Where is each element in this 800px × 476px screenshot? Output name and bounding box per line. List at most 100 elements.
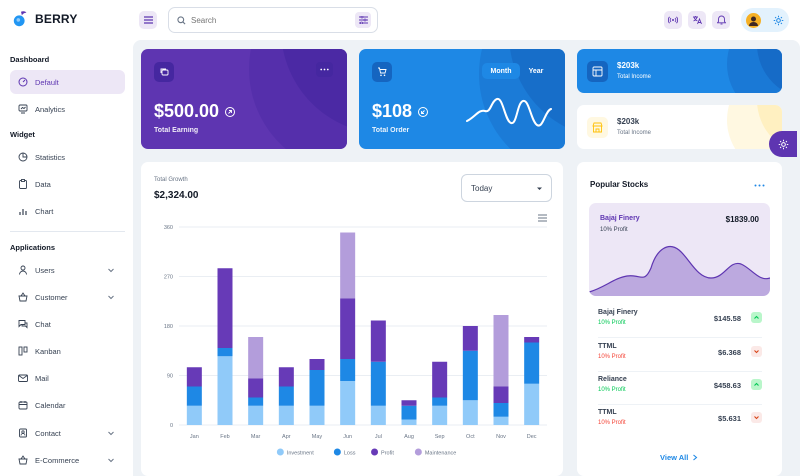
customize-settings-button[interactable]: [769, 131, 797, 157]
contact-icon: [18, 428, 28, 438]
x-tick-label: Mar: [251, 434, 261, 440]
income-light-value: $203k: [617, 117, 640, 126]
search-box[interactable]: [168, 7, 378, 33]
search-input[interactable]: [191, 15, 341, 25]
stock-name: TTML: [598, 343, 617, 350]
analytics-icon: [18, 104, 28, 114]
toggle-month[interactable]: Month: [482, 63, 520, 79]
sidebar-item-data[interactable]: Data: [10, 172, 125, 196]
arrow-down-left-icon: [418, 106, 429, 117]
sidebar-item-chat[interactable]: Chat: [10, 312, 125, 336]
user-avatar-icon: [749, 16, 758, 26]
earning-icon-box: [154, 62, 174, 82]
chart-menu-icon[interactable]: [538, 214, 547, 222]
search-filter-button[interactable]: [355, 12, 371, 28]
sidebar-item-calendar[interactable]: Calendar: [10, 393, 125, 417]
brand-logo[interactable]: BERRY: [12, 10, 78, 28]
earning-value: $500.00: [154, 101, 220, 121]
featured-stock[interactable]: Bajaj Finery 10% Profit $1839.00: [589, 203, 770, 296]
top-bar: BERRY: [0, 0, 800, 40]
mail-icon: [18, 373, 28, 383]
more-horizontal-icon: [754, 184, 765, 187]
notifications-button[interactable]: [712, 11, 730, 29]
bar-segment: [524, 383, 540, 425]
trend-down-badge: [751, 346, 762, 357]
live-button[interactable]: [664, 11, 682, 29]
sidebar-item-mail[interactable]: Mail: [10, 366, 125, 390]
sidebar-item-chart[interactable]: Chart: [10, 199, 125, 223]
bar-segment: [278, 405, 294, 425]
order-icon-box: [372, 62, 392, 82]
y-tick-label: 180: [164, 324, 173, 330]
x-tick-label: Aug: [404, 434, 414, 440]
bell-icon: [716, 15, 726, 25]
stock-row[interactable]: Bajaj Finery 10% Profit $145.58: [598, 309, 762, 333]
bar-segment: [401, 405, 417, 420]
basket-icon: [18, 292, 28, 302]
featured-stock-profit: 10% Profit: [600, 227, 628, 233]
bar-segment: [370, 405, 386, 425]
sidebar-item-statistics[interactable]: Statistics: [10, 145, 125, 169]
sidebar-item-default[interactable]: Default: [10, 70, 125, 94]
income-dark-value: $203k: [617, 61, 640, 70]
earning-label: Total Earning: [154, 127, 199, 134]
stock-row[interactable]: Reliance 10% Profit $458.63: [598, 376, 762, 400]
sidebar-item-analytics[interactable]: Analytics: [10, 97, 125, 121]
total-earning-card: $500.00 Total Earning: [141, 49, 347, 149]
bar-segment: [401, 419, 417, 425]
stock-name: TTML: [598, 409, 617, 416]
dashboard-icon: [18, 77, 28, 87]
stock-profit: 10% Profit: [598, 420, 626, 426]
stocks-more-button[interactable]: [754, 179, 765, 190]
bar-segment: [217, 356, 233, 425]
sidebar-item-label: Kanban: [35, 346, 61, 356]
sidebar-item-customer[interactable]: Customer: [10, 285, 125, 309]
bar-segment: [493, 315, 509, 387]
x-tick-label: Nov: [496, 434, 506, 440]
trend-up-badge: [751, 379, 762, 390]
gear-icon: [773, 15, 784, 25]
bar-segment: [432, 361, 448, 398]
menu-icon: [143, 16, 153, 24]
bar-segment: [340, 359, 356, 381]
total-order-card: Month Year $108 Total Order: [359, 49, 565, 149]
filter-icon: [358, 16, 368, 24]
sidebar-item-users[interactable]: Users: [10, 258, 125, 282]
view-all-label: View All: [660, 453, 689, 462]
stock-profit: 10% Profit: [598, 354, 626, 360]
stock-row[interactable]: TTML 10% Profit $5.631: [598, 409, 762, 433]
bar-segment: [340, 232, 356, 299]
bar-segment: [186, 367, 202, 387]
chevron-right-icon: [693, 454, 698, 461]
view-all-link[interactable]: View All: [660, 453, 698, 462]
bar-segment: [493, 386, 509, 403]
profile-menu[interactable]: [741, 8, 789, 32]
more-horizontal-icon: [320, 68, 329, 71]
sidebar-item-label: Chart: [35, 206, 54, 216]
x-tick-label: Apr: [282, 434, 291, 440]
sidebar-item-kanban[interactable]: Kanban: [10, 339, 125, 363]
statistics-icon: [18, 152, 28, 162]
y-tick-label: 270: [164, 275, 173, 281]
bar-segment: [462, 400, 478, 425]
chevron-down-icon: [108, 431, 114, 436]
growth-chart: 0 90 180 270 360 Jan Feb Mar Apr May Jun Jul Aug Sep O…: [164, 225, 547, 457]
period-select[interactable]: Today: [461, 174, 552, 202]
bar-segment: [278, 367, 294, 387]
earning-more-button[interactable]: [316, 62, 333, 77]
income-light-label: Total Income: [617, 130, 652, 136]
toggle-year[interactable]: Year: [528, 67, 544, 75]
language-button[interactable]: [688, 11, 706, 29]
search-icon: [177, 15, 186, 24]
income-icon-box: [587, 61, 608, 82]
sidebar-item-ecommerce[interactable]: E-Commerce: [10, 448, 125, 472]
stock-price: $6.368: [718, 348, 741, 357]
legend-marker: [276, 448, 284, 456]
stock-row[interactable]: TTML 10% Profit $6.368: [598, 343, 762, 367]
menu-toggle-button[interactable]: [139, 11, 157, 29]
bar-segment: [462, 326, 478, 351]
sidebar-item-contact[interactable]: Contact: [10, 421, 125, 445]
income-dark-label: Total Income: [617, 74, 652, 80]
section-title-dashboard: Dashboard: [10, 55, 50, 64]
trend-down-badge: [751, 412, 762, 423]
